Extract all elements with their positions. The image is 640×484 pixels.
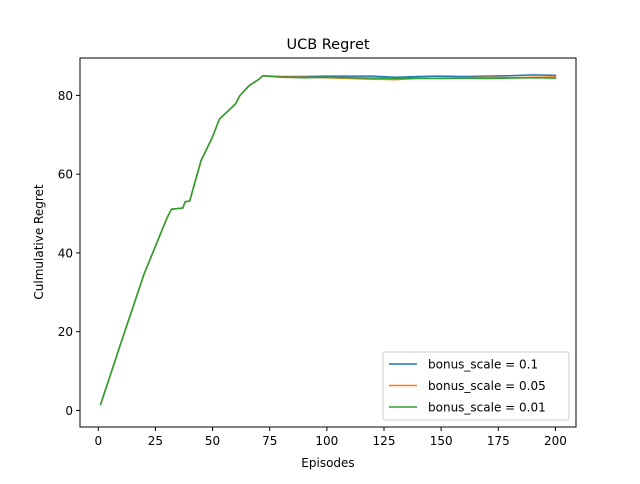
legend-entry-label: bonus_scale = 0.05 [428, 379, 546, 393]
x-tick-label: 0 [94, 434, 102, 448]
x-tick-label: 50 [205, 434, 220, 448]
axes-frame [79, 57, 577, 428]
legend-entry-label: bonus_scale = 0.1 [428, 358, 538, 372]
x-tick-label: 150 [430, 434, 453, 448]
x-axis-ticks: 0 25 50 75 100 125 150 175 200 [94, 427, 567, 448]
x-tick-label: 100 [315, 434, 338, 448]
plot-lines [99, 74, 557, 406]
x-tick-label: 25 [148, 434, 163, 448]
y-tick-label: 20 [58, 325, 73, 339]
legend: bonus_scale = 0.1 bonus_scale = 0.05 bonus… [382, 351, 570, 421]
y-tick-label: 40 [58, 246, 73, 260]
y-axis-label: Culmulative Regret [32, 184, 46, 299]
x-tick-label: 200 [544, 434, 567, 448]
x-tick-label: 75 [262, 434, 277, 448]
series-line-3 [99, 74, 557, 406]
x-tick-label: 175 [487, 434, 510, 448]
x-tick-label: 125 [373, 434, 396, 448]
legend-entry-label: bonus_scale = 0.01 [428, 401, 546, 415]
chart-title: UCB Regret [286, 37, 369, 53]
y-tick-label: 80 [58, 89, 73, 103]
y-tick-label: 0 [65, 404, 73, 418]
y-tick-label: 60 [58, 168, 73, 182]
x-axis-label: Episodes [301, 456, 354, 470]
y-axis-ticks: 0 20 40 60 80 [58, 89, 80, 418]
legend-box [382, 351, 570, 421]
